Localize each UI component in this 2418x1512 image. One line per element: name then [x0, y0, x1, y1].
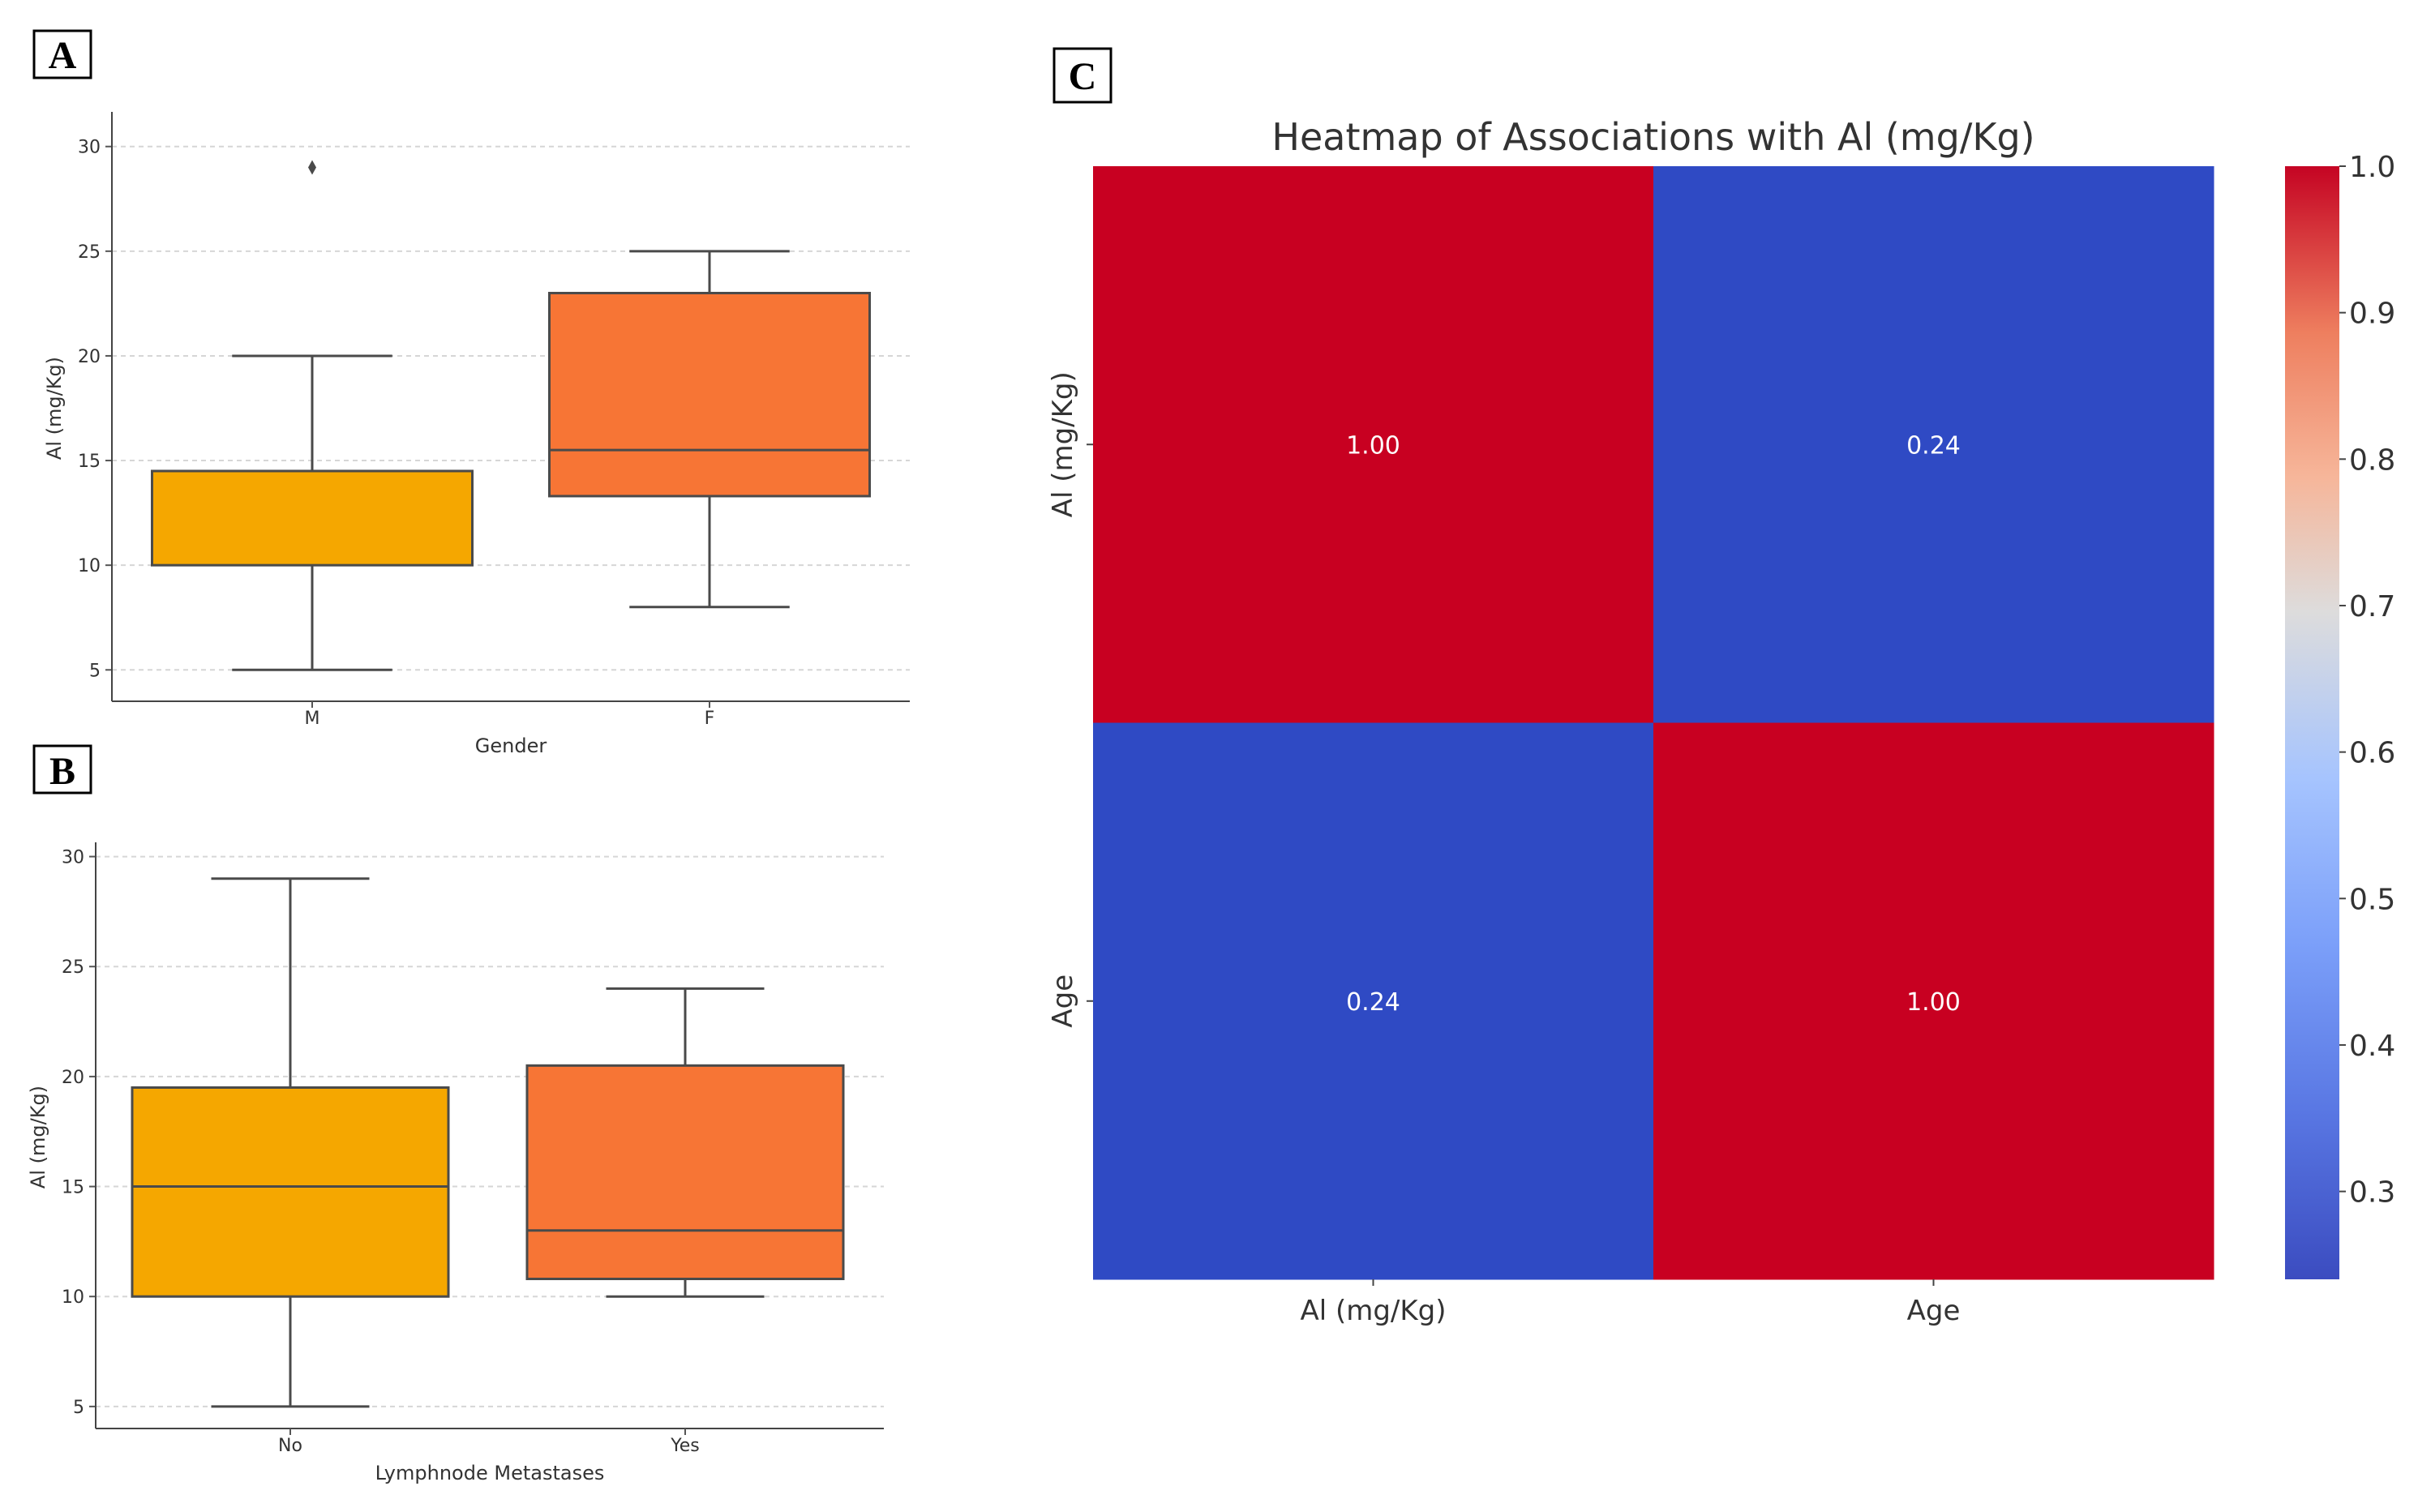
- panel-b-label-box: [32, 744, 92, 795]
- cell-annotation: 1.00: [1346, 431, 1400, 460]
- panel-c-letter: C: [1069, 55, 1097, 98]
- colorbar-tick-label: 0.4: [2349, 1030, 2395, 1063]
- x-tick-label: M: [305, 709, 320, 729]
- heatmap-title: Heatmap of Associations with Al (mg/Kg): [1271, 115, 2034, 159]
- y-tick-label: 10: [62, 1287, 84, 1308]
- row-label: Age: [1047, 974, 1079, 1028]
- colorbar-tick-label: 0.8: [2349, 443, 2395, 477]
- y-tick-label: 25: [78, 242, 101, 263]
- outlier-point: [308, 160, 316, 175]
- y-tick-label: 5: [89, 661, 101, 681]
- heatmap-cell: [1653, 166, 2214, 723]
- y-axis-label: Al (mg/Kg): [27, 1086, 49, 1189]
- panel-b-letter: B: [49, 750, 75, 793]
- column-label: Al (mg/Kg): [1300, 1295, 1446, 1327]
- y-tick-label: 30: [62, 848, 84, 868]
- heatmap-cell: [1653, 722, 2214, 1280]
- panel-a-label-box: [32, 29, 92, 79]
- x-tick-label: Yes: [670, 1436, 700, 1456]
- box-m: [151, 469, 474, 567]
- colorbar-tick-label: 0.6: [2349, 737, 2395, 770]
- y-tick-label: 15: [62, 1178, 84, 1198]
- y-tick-label: 25: [62, 957, 84, 978]
- box-yes: [525, 1064, 845, 1281]
- row-label: Al (mg/Kg): [1047, 371, 1079, 517]
- colorbar: [2285, 166, 2339, 1279]
- x-axis-label: Lymphnode Metastases: [375, 1462, 605, 1484]
- cell-annotation: 0.24: [1906, 431, 1961, 460]
- cell-annotation: 0.24: [1346, 988, 1400, 1017]
- heatmap-cell: [1093, 722, 1654, 1280]
- colorbar-tick-label: 1.0: [2349, 151, 2395, 184]
- box-f: [548, 291, 871, 498]
- heatmap-cell: [1093, 166, 1654, 723]
- colorbar-tick-label: 0.5: [2349, 883, 2395, 916]
- y-tick-label: 20: [78, 347, 101, 367]
- panel-a-boxplot: A 5 10 15 20 25 30 M F Gender Al (mg/Kg): [32, 29, 910, 757]
- panel-c-label-box: [1053, 47, 1113, 104]
- panel-b-boxplot: B 5 10 15 20 25 30 No Yes Lymphnode Metastases Al…: [27, 744, 884, 1484]
- x-tick-label: No: [278, 1436, 302, 1456]
- y-tick-label: 15: [78, 452, 101, 472]
- y-tick-label: 5: [73, 1398, 84, 1418]
- panel-a-letter: A: [49, 34, 77, 77]
- x-axis-label: Gender: [475, 735, 547, 757]
- colorbar-tick-label: 0.9: [2349, 298, 2395, 331]
- y-tick-label: 20: [62, 1068, 84, 1088]
- y-tick-label: 30: [78, 138, 101, 158]
- y-tick-label: 10: [78, 556, 101, 576]
- column-label: Age: [1907, 1295, 1961, 1327]
- colorbar-tick-label: 0.7: [2349, 590, 2395, 623]
- panel-c-heatmap: C Heatmap of Associations with Al (mg/Kg…: [1047, 47, 2395, 1327]
- cell-annotation: 1.00: [1906, 988, 1961, 1017]
- box-no: [131, 1086, 450, 1298]
- y-axis-label: Al (mg/Kg): [43, 357, 66, 460]
- x-tick-label: F: [705, 709, 715, 729]
- colorbar-tick-label: 0.3: [2349, 1176, 2395, 1210]
